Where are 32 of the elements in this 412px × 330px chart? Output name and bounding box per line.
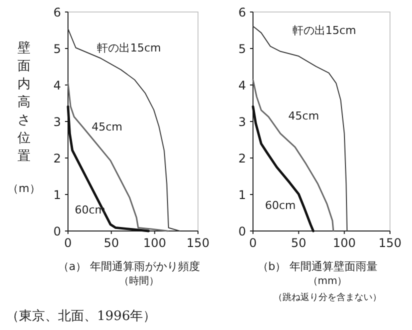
y-tick-label: 3 bbox=[53, 115, 61, 129]
y-tick-label: 2 bbox=[53, 152, 61, 166]
y-tick-label: 1 bbox=[53, 188, 61, 202]
x-tick-label: 50 bbox=[291, 236, 306, 250]
y-tick-label: 5 bbox=[238, 42, 246, 56]
y-tick-label: 2 bbox=[238, 152, 246, 166]
y-tick-label: 0 bbox=[238, 224, 246, 238]
y-tick-label: 5 bbox=[53, 42, 61, 56]
x-tick-label: 0 bbox=[249, 236, 257, 250]
series-label: 45cm bbox=[288, 109, 320, 122]
x-tick-label: 0 bbox=[64, 236, 72, 250]
y-tick-label: 6 bbox=[238, 6, 246, 20]
x-tick-label: 100 bbox=[143, 236, 166, 250]
y-tick-label: 6 bbox=[53, 6, 61, 20]
text: （跳ね返り分を含まない） bbox=[274, 292, 382, 303]
y-tick-label: 3 bbox=[238, 115, 246, 129]
x-tick-label: 150 bbox=[186, 236, 210, 250]
series-label: 軒の出15cm bbox=[97, 41, 161, 54]
x-tick-label: 150 bbox=[378, 236, 402, 250]
y-tick-label: 0 bbox=[53, 224, 61, 238]
y-tick-label: 1 bbox=[238, 188, 246, 202]
series-label: 45cm bbox=[92, 120, 122, 134]
x-tick-label: 50 bbox=[104, 236, 119, 250]
y-tick-label: 4 bbox=[238, 78, 246, 92]
x-axis-title: （b） 年間通算壁面雨量（mm） bbox=[257, 260, 378, 287]
series-label: 軒の出15cm bbox=[292, 24, 356, 37]
text: 壁面内高さ位置（m） bbox=[8, 41, 40, 195]
text: （東京、北面、1996年） bbox=[6, 309, 156, 324]
x-axis-title: （a） 年間通算雨がかり頻度（時間） bbox=[58, 260, 200, 287]
series-label: 60cm bbox=[265, 199, 296, 212]
y-tick-label: 4 bbox=[53, 78, 61, 92]
x-tick-label: 100 bbox=[332, 236, 356, 250]
